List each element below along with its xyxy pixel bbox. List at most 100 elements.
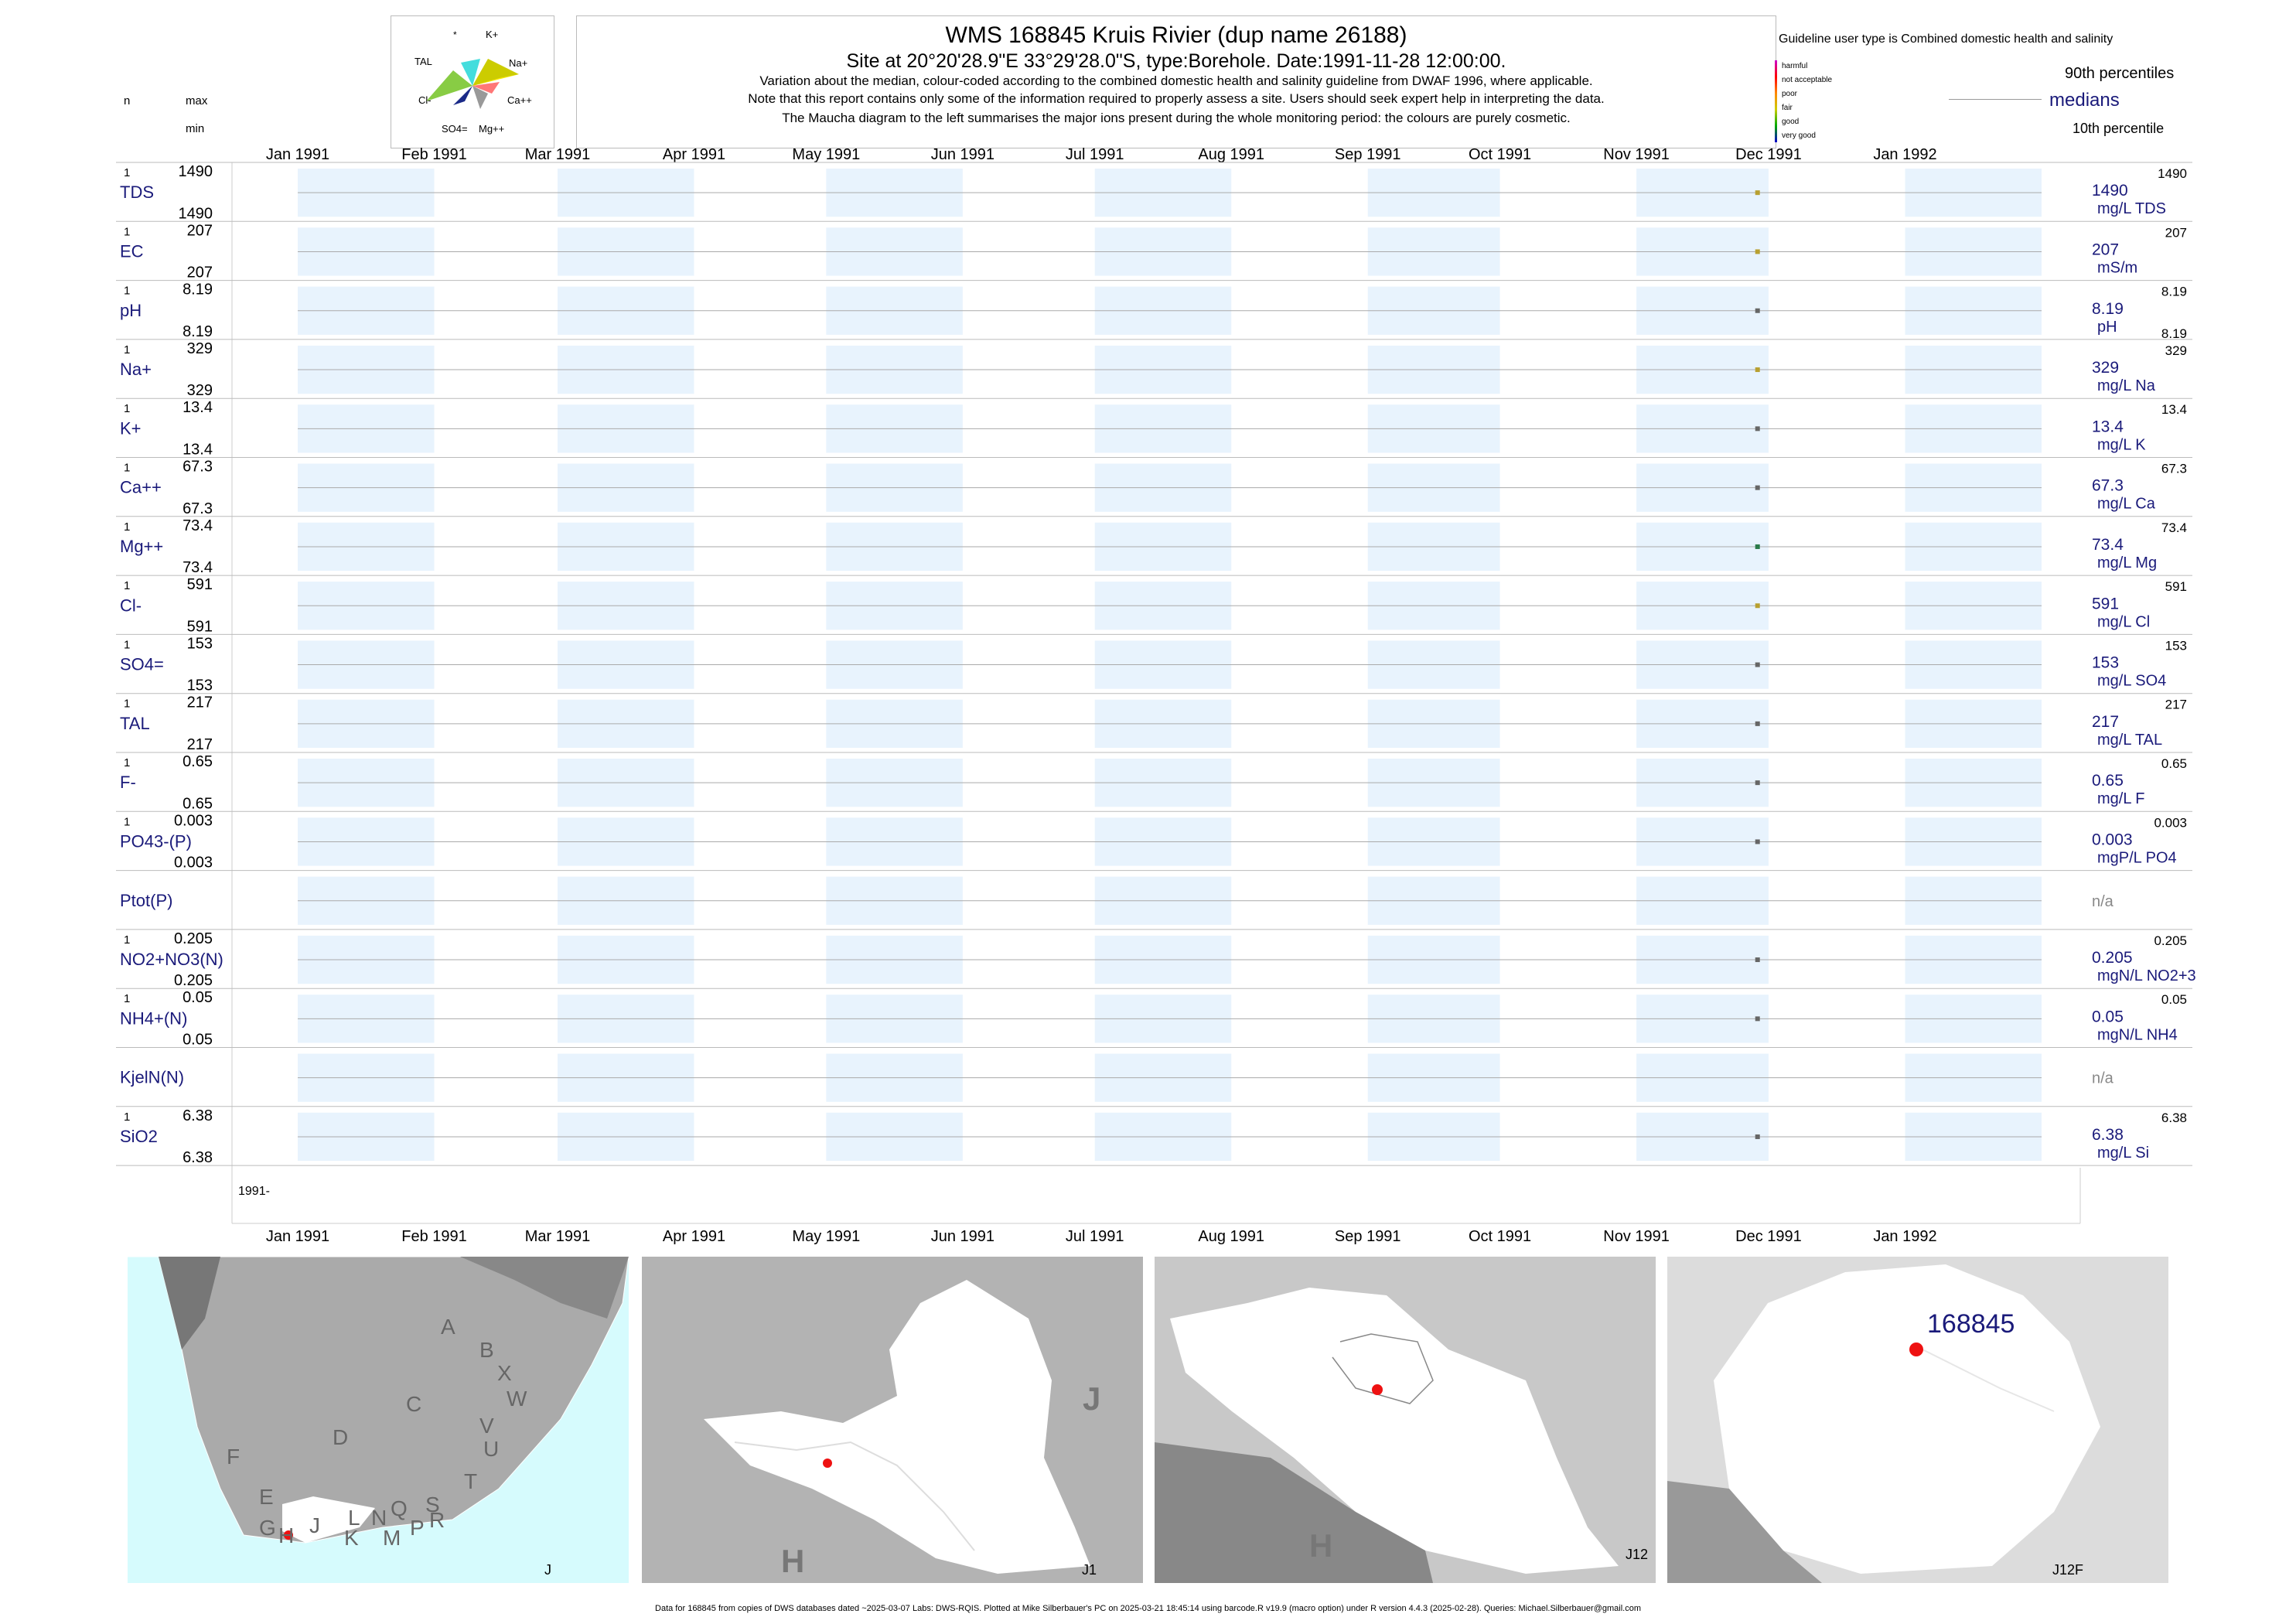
sample-point-7 [1755,603,1760,609]
map-catchment-j: J H J1 [642,1257,1143,1583]
param-min-14: 0.05 [183,1032,213,1049]
map3-letter-h: H [1309,1527,1333,1564]
param-label-14: NH4+(N) [120,1008,187,1028]
map1-region-R: R [429,1508,445,1532]
sample-point-9 [1755,721,1760,726]
param-median-4: 13.4 [2092,418,2124,435]
param-max-11: 0.003 [174,812,213,829]
maucha-diagram-box: * K+ TAL Na+ Cl- Ca++ SO4= Mg++ [391,15,554,148]
param-label-8: SO4= [120,655,164,674]
param-unit-6: mg/L Mg [2097,554,2157,571]
param-label-7: Cl- [120,595,142,615]
map1-region-L: L [348,1506,360,1530]
maucha-label-na: Na+ [509,57,527,69]
map-catchment-j-drawing [704,1280,1090,1574]
year-label: 1991- [238,1185,270,1198]
x-tick-top-10: Nov 1991 [1603,146,1670,163]
map1-region-F: F [227,1445,241,1469]
param-unit-5: mg/L Ca [2097,496,2156,513]
param-min-0: 1490 [179,205,213,222]
param-n-7: 1 [124,579,130,592]
map-quaternary-j12f-drawing [1667,1264,2100,1583]
x-tick-bottom-11: Dec 1991 [1735,1228,1802,1245]
map-subcatchment-j12-drawing [1155,1288,1619,1583]
param-median-6: 73.4 [2092,536,2124,554]
param-unit-13: mgN/L NO2+3 [2097,967,2196,984]
title-box: WMS 168845 Kruis Rivier (dup name 26188)… [576,15,1776,148]
param-label-3: Na+ [120,360,152,379]
param-min-5: 67.3 [183,500,213,517]
x-tick-bottom-6: Jul 1991 [1066,1228,1124,1245]
col-header-max: max [186,94,208,107]
map1-region-K: K [344,1526,359,1550]
sample-point-13 [1755,957,1760,963]
param-n-14: 1 [124,992,130,1005]
legend-medians: medians [2049,90,2120,111]
param-n-8: 1 [124,638,130,651]
maucha-label-ca: Ca++ [507,94,532,106]
param-p90-9: 217 [2165,698,2187,712]
map2-letter-h: H [781,1543,805,1579]
sample-point-6 [1755,544,1760,549]
param-min-7: 591 [187,618,213,635]
map1-region-T: T [464,1469,478,1493]
map-quaternary-j12f: 168845 J12F [1667,1257,2168,1583]
legend-median-line [1949,99,2042,100]
legend-class-0: harmful [1782,62,1808,70]
param-n-1: 1 [124,225,130,238]
param-unit-0: mg/L TDS [2097,200,2166,217]
site-subtitle: Site at 20°20'28.9"E 33°29'28.0"S, type:… [846,50,1506,72]
param-min-1: 207 [187,264,213,281]
param-max-10: 0.65 [183,753,213,770]
sample-point-8 [1755,662,1760,667]
param-p90-4: 13.4 [2161,402,2187,417]
map1-region-W: W [507,1387,527,1411]
x-tick-bottom-10: Nov 1991 [1603,1228,1670,1245]
page-title: WMS 168845 Kruis Rivier (dup name 26188) [945,22,1407,48]
param-max-2: 8.19 [183,281,213,299]
param-median-11: 0.003 [2092,831,2133,848]
param-unit-10: mg/L F [2097,790,2145,807]
maucha-label-mg: Mg++ [479,123,504,135]
maucha-label-k: K+ [486,29,498,40]
map2-letter-j: J [1083,1380,1101,1417]
param-n-2: 1 [124,285,130,298]
param-na-15: n/a [2092,1070,2114,1087]
legend-class-5: very good [1782,131,1816,140]
x-tick-top-9: Oct 1991 [1469,146,1531,163]
param-label-0: TDS [120,183,154,202]
map1-region-V: V [479,1414,494,1438]
param-p90-10: 0.65 [2161,756,2187,771]
sample-point-10 [1755,780,1760,786]
map1-region-N: N [371,1506,387,1530]
param-max-7: 591 [187,576,213,593]
param-min-2: 8.19 [183,323,213,340]
param-label-5: Ca++ [120,478,162,497]
legend-class-4: good [1782,118,1800,126]
guideline-title: Guideline user type is Combined domestic… [1779,32,2113,46]
param-max-3: 329 [187,340,213,357]
param-max-13: 0.205 [174,930,213,947]
x-tick-bottom-0: Jan 1991 [266,1228,329,1245]
param-min-16: 6.38 [183,1149,213,1166]
param-median-13: 0.205 [2092,949,2133,967]
x-tick-top-12: Jan 1992 [1873,146,1936,163]
param-min-9: 217 [187,736,213,753]
param-median-16: 6.38 [2092,1126,2124,1144]
x-tick-top-2: Mar 1991 [525,146,591,163]
time-series-chart: Jan 1991 Jan 1991 Feb 1991 Feb 1991 Mar 1991… [116,146,2196,1245]
param-max-6: 73.4 [183,517,213,534]
map2-corner-label: J1 [1081,1562,1097,1578]
param-median-5: 67.3 [2092,477,2124,495]
map3-corner-label: J12 [1625,1547,1648,1562]
note-line-2: Note that this report contains only some… [748,91,1605,106]
col-header-min: min [186,122,205,135]
legend-class-1: not acceptable [1782,76,1833,84]
x-tick-top-11: Dec 1991 [1735,146,1802,163]
x-tick-top-6: Jul 1991 [1066,146,1124,163]
map1-region-S: S [425,1493,440,1517]
param-p90-16: 6.38 [2161,1111,2187,1125]
x-tick-bottom-5: Jun 1991 [931,1228,994,1245]
legend-class-3: fair [1782,104,1793,112]
note-line-1: Variation about the median, colour-coded… [759,73,1593,88]
